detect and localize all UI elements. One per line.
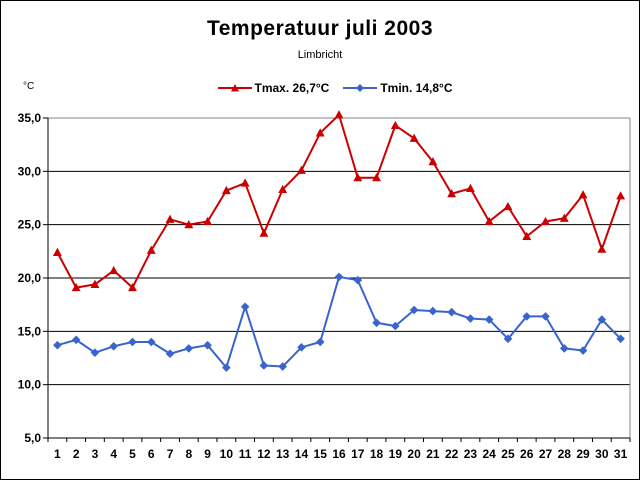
svg-text:27: 27 — [539, 447, 553, 461]
svg-text:16: 16 — [332, 447, 346, 461]
svg-text:20: 20 — [407, 447, 421, 461]
svg-text:22: 22 — [445, 447, 459, 461]
chart-subtitle: Limbricht — [297, 49, 343, 61]
legend-label-tmin: Tmin. 14,8°C — [380, 81, 453, 95]
svg-text:25: 25 — [501, 447, 515, 461]
axes — [43, 117, 631, 442]
tmin-line-marker-icon — [343, 84, 378, 92]
svg-text:7: 7 — [167, 447, 174, 461]
svg-text:25,0: 25,0 — [18, 218, 42, 232]
tmax-series — [52, 110, 626, 292]
svg-text:1: 1 — [54, 447, 61, 461]
svg-text:24: 24 — [483, 447, 497, 461]
svg-text:35,0: 35,0 — [18, 111, 42, 125]
tmin-series — [53, 272, 625, 372]
svg-text:23: 23 — [464, 447, 478, 461]
svg-text:21: 21 — [426, 447, 440, 461]
svg-text:4: 4 — [110, 447, 117, 461]
svg-text:11: 11 — [239, 447, 252, 461]
svg-text:31: 31 — [614, 447, 628, 461]
svg-text:10: 10 — [220, 447, 234, 461]
gridlines — [48, 117, 630, 386]
svg-text:26: 26 — [520, 447, 534, 461]
svg-text:15: 15 — [314, 447, 328, 461]
svg-text:30,0: 30,0 — [18, 164, 42, 178]
svg-text:17: 17 — [351, 447, 365, 461]
svg-text:30: 30 — [595, 447, 609, 461]
svg-text:29: 29 — [576, 447, 590, 461]
svg-text:14: 14 — [295, 447, 309, 461]
svg-text:2: 2 — [73, 447, 80, 461]
y-axis-labels: 5,0 10,0 15,0 20,0 25,0 30,0 35,0 — [18, 111, 42, 445]
svg-text:20,0: 20,0 — [18, 271, 42, 285]
tmax-line-marker-icon — [217, 84, 252, 92]
legend-item-tmax: Tmax. 26,7°C — [217, 81, 330, 95]
chart-title: Temperatuur juli 2003 — [206, 17, 434, 40]
svg-text:15,0: 15,0 — [18, 324, 42, 338]
y-axis-unit-label: °C — [23, 81, 35, 92]
svg-text:19: 19 — [389, 447, 403, 461]
svg-text:9: 9 — [204, 447, 211, 461]
svg-text:10,0: 10,0 — [18, 378, 42, 392]
svg-text:13: 13 — [276, 447, 290, 461]
svg-text:18: 18 — [370, 447, 384, 461]
svg-text:6: 6 — [148, 447, 155, 461]
svg-text:5: 5 — [129, 447, 136, 461]
svg-text:3: 3 — [92, 447, 99, 461]
svg-text:8: 8 — [185, 447, 192, 461]
chart-legend: Tmax. 26,7°C Tmin. 14,8°C — [31, 81, 639, 95]
x-axis-labels: 1 2 3 4 5 6 7 8 9 10 11 12 13 14 15 16 17 18 19 20 21 22 23 24 2… — [54, 447, 628, 461]
svg-text:12: 12 — [257, 447, 271, 461]
legend-item-tmin: Tmin. 14,8°C — [343, 81, 453, 95]
svg-text:28: 28 — [558, 447, 572, 461]
svg-text:5,0: 5,0 — [24, 431, 41, 445]
legend-label-tmax: Tmax. 26,7°C — [254, 81, 330, 95]
